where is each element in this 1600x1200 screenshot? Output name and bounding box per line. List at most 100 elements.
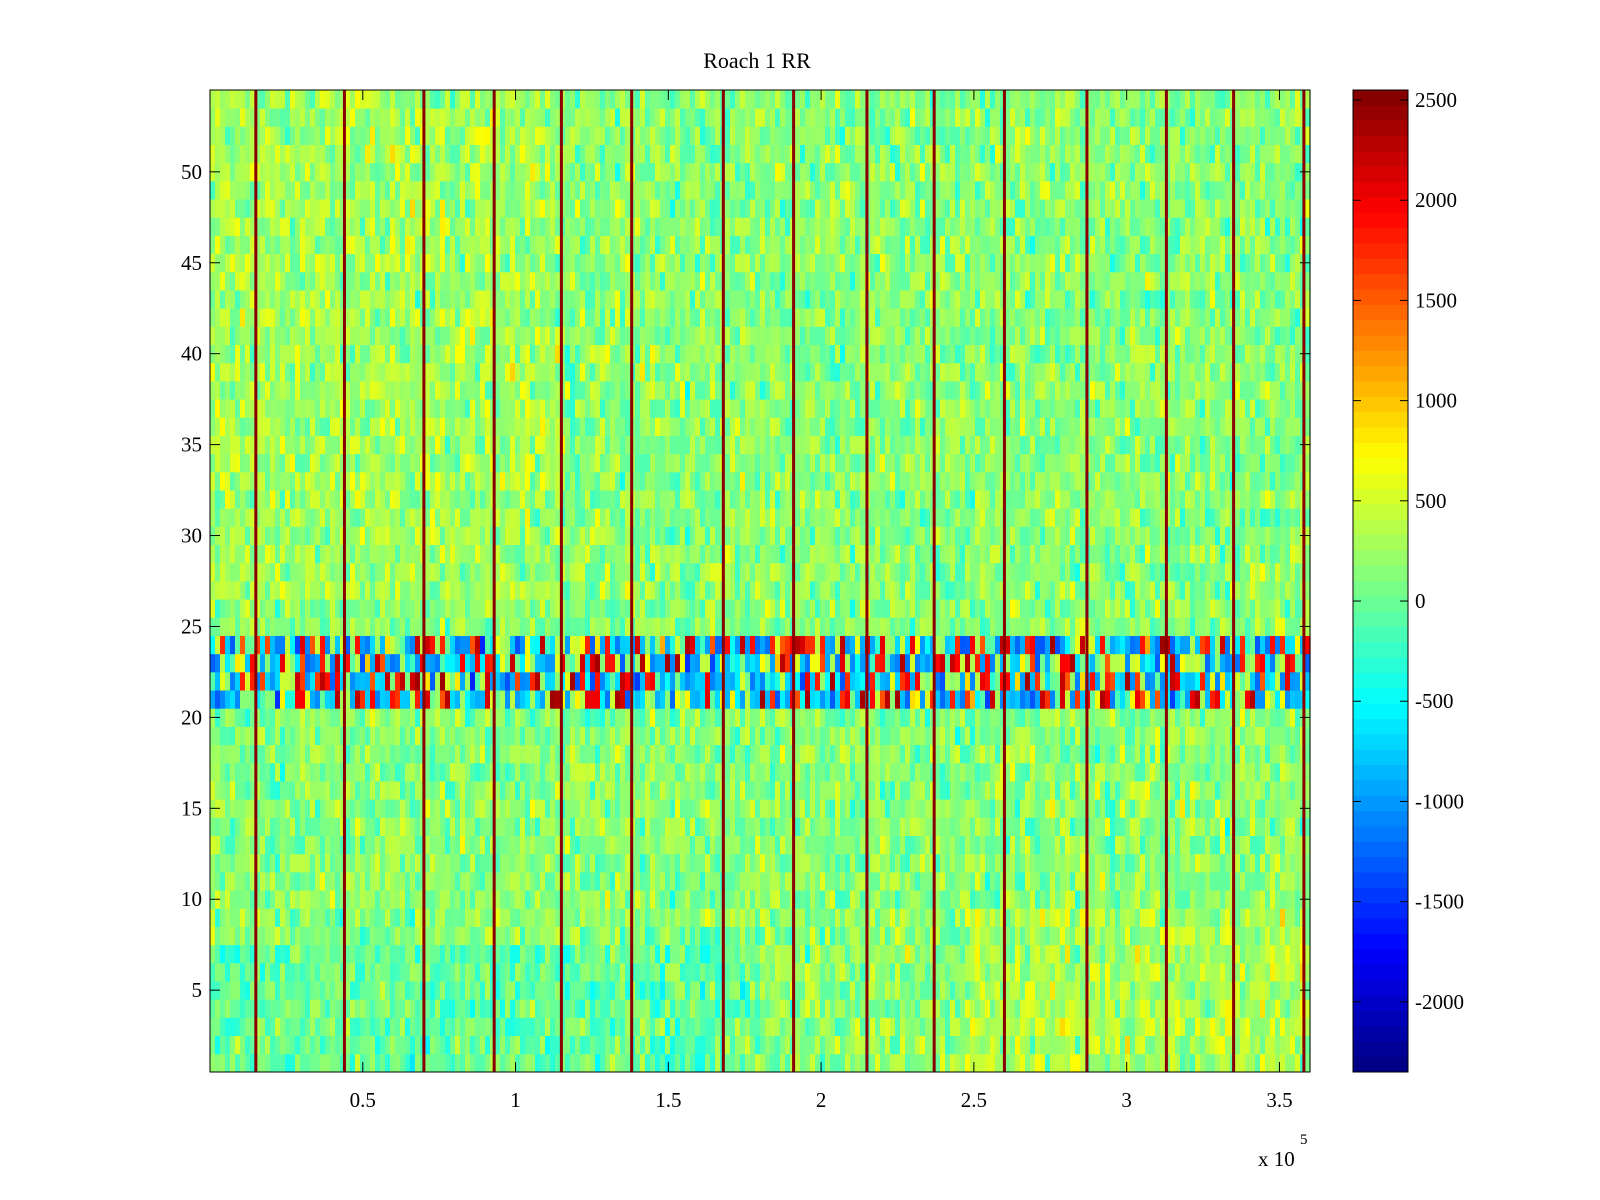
- heatmap-cell: [340, 708, 346, 727]
- heatmap-cell: [470, 799, 476, 818]
- heatmap-cell: [880, 871, 886, 891]
- heatmap-cell: [810, 744, 816, 764]
- heatmap-cell: [1140, 962, 1146, 982]
- heatmap-cell: [585, 762, 591, 782]
- heatmap-cell: [820, 926, 826, 946]
- heatmap-cell: [470, 981, 476, 1000]
- heatmap-cell: [265, 981, 271, 1000]
- heatmap-cell: [500, 690, 506, 709]
- heatmap-cell: [1195, 871, 1201, 891]
- heatmap-cell: [1210, 926, 1216, 946]
- heatmap-cell: [660, 853, 666, 873]
- heatmap-cell: [915, 708, 921, 727]
- heatmap-cell: [485, 781, 491, 800]
- heatmap-cell: [500, 853, 506, 873]
- heatmap-cell: [850, 944, 856, 964]
- heatmap-cell: [375, 1035, 381, 1055]
- heatmap-cell: [605, 690, 611, 709]
- heatmap-cell: [270, 908, 276, 927]
- heatmap-cell: [1000, 726, 1006, 746]
- heatmap-cell: [520, 817, 526, 836]
- heatmap-cell: [750, 762, 756, 782]
- heatmap-cell: [885, 1035, 891, 1055]
- heatmap-cell: [1280, 981, 1286, 1000]
- heatmap-cell: [545, 944, 551, 964]
- heatmap-cell: [735, 817, 741, 836]
- heatmap-cell: [710, 944, 716, 964]
- heatmap-cell: [1000, 908, 1006, 927]
- heatmap-cell: [690, 799, 696, 818]
- heatmap-cell: [575, 853, 581, 873]
- heatmap-cell: [225, 944, 231, 964]
- heatmap-cell: [1180, 890, 1186, 909]
- heatmap-cell: [1030, 762, 1036, 782]
- heatmap-cell: [555, 781, 561, 800]
- heatmap-cell: [1125, 926, 1131, 946]
- heatmap-cell: [465, 799, 471, 818]
- heatmap-cell: [1205, 1035, 1211, 1055]
- heatmap-cell: [970, 762, 976, 782]
- heatmap-cell: [910, 726, 916, 746]
- heatmap-cell: [1055, 999, 1061, 1018]
- heatmap-cell: [1260, 908, 1266, 927]
- heatmap-cell: [1015, 690, 1021, 709]
- heatmap-cell: [695, 799, 701, 818]
- heatmap-cell: [405, 871, 411, 891]
- heatmap-cell: [675, 726, 681, 746]
- heatmap-cell: [325, 926, 331, 946]
- heatmap-cell: [580, 853, 586, 873]
- heatmap-cell: [815, 653, 821, 673]
- heatmap-cell: [1235, 1053, 1241, 1073]
- heatmap-cell: [810, 1017, 816, 1037]
- heatmap-cell: [360, 726, 366, 746]
- heatmap-cell: [995, 1017, 1001, 1037]
- heatmap-cell: [1105, 944, 1111, 964]
- heatmap-cell: [815, 944, 821, 964]
- heatmap-cell: [220, 981, 226, 1000]
- heatmap-cell: [345, 1035, 351, 1055]
- heatmap-cell: [860, 817, 866, 836]
- heatmap-cell: [410, 653, 416, 673]
- heatmap-cell: [835, 726, 841, 746]
- heatmap-cell: [805, 835, 811, 855]
- heatmap-cell: [530, 762, 536, 782]
- heatmap-cell: [1045, 1017, 1051, 1037]
- heatmap-cell: [690, 690, 696, 709]
- heatmap-cell: [550, 890, 556, 909]
- heatmap-cell: [905, 871, 911, 891]
- heatmap-cell: [565, 744, 571, 764]
- heatmap-cell: [1005, 962, 1011, 982]
- heatmap-cell: [900, 1053, 906, 1073]
- heatmap-cell: [725, 690, 731, 709]
- heatmap-cell: [670, 944, 676, 964]
- heatmap-cell: [1005, 781, 1011, 800]
- heatmap-cell: [905, 671, 911, 691]
- heatmap-cell: [340, 871, 346, 891]
- heatmap-cell: [325, 726, 331, 746]
- heatmap-cell: [590, 835, 596, 855]
- heatmap-cell: [995, 817, 1001, 836]
- heatmap-cell: [600, 908, 606, 927]
- heatmap-cell: [415, 671, 421, 691]
- heatmap-cell: [305, 1053, 311, 1073]
- heatmap-cell: [1145, 871, 1151, 891]
- heatmap-cell: [320, 726, 326, 746]
- heatmap-cell: [940, 835, 946, 855]
- heatmap-cell: [1270, 890, 1276, 909]
- heatmap-cell: [335, 781, 341, 800]
- heatmap-cell: [800, 999, 806, 1018]
- heatmap-cell: [1065, 744, 1071, 764]
- heatmap-cell: [230, 817, 236, 836]
- heatmap-cell: [440, 817, 446, 836]
- heatmap-cell: [660, 908, 666, 927]
- heatmap-cell: [625, 690, 631, 709]
- heatmap-cell: [1005, 1053, 1011, 1073]
- heatmap-cell: [800, 944, 806, 964]
- heatmap-cell: [665, 744, 671, 764]
- heatmap-cell: [595, 781, 601, 800]
- heatmap-cell: [920, 726, 926, 746]
- heatmap-cell: [875, 890, 881, 909]
- heatmap-cell: [990, 726, 996, 746]
- heatmap-cell: [975, 999, 981, 1018]
- heatmap-cell: [665, 1035, 671, 1055]
